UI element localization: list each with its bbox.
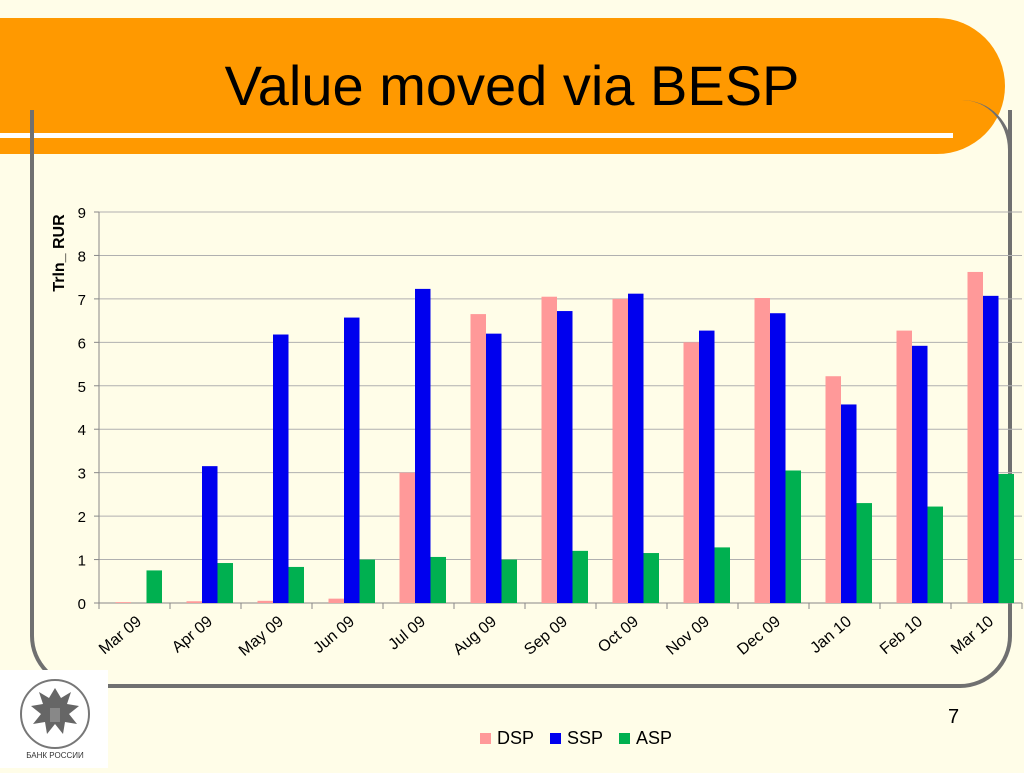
chart-frame-corner: [956, 100, 1012, 220]
x-tick-label: Jul 09: [385, 613, 429, 654]
bar-ssp: [770, 313, 786, 603]
bar-ssp: [344, 317, 360, 603]
bar-asp: [785, 470, 801, 603]
y-tick-label: 3: [78, 466, 86, 483]
bar-asp: [643, 553, 659, 603]
bar-asp: [501, 559, 517, 603]
y-axis-label: Trln_ RUR: [51, 214, 68, 292]
bar-dsp: [754, 298, 770, 603]
y-tick-label: 4: [78, 422, 86, 439]
bar-dsp: [825, 376, 841, 603]
logo-text: БАНК РОССИИ: [26, 751, 84, 760]
chart-frame: [30, 110, 1012, 688]
bar-asp: [359, 559, 375, 603]
x-tick-label: Mar 09: [96, 613, 145, 658]
bar-ssp: [415, 288, 431, 603]
bar-dsp: [683, 342, 699, 603]
bar-dsp: [612, 298, 628, 603]
bar-dsp: [257, 600, 273, 603]
y-tick-label: 0: [78, 596, 86, 613]
y-tick-label: 6: [78, 335, 86, 352]
bar-ssp: [983, 295, 999, 603]
legend-swatch-ssp: [550, 733, 562, 744]
bar-ssp: [202, 466, 218, 603]
x-tick-label: Apr 09: [169, 613, 216, 656]
bar-ssp: [557, 311, 573, 603]
x-tick-label: Mar 10: [948, 613, 997, 658]
x-tick-label: Nov 09: [663, 613, 713, 659]
title-band: [0, 18, 1005, 154]
legend-swatch-dsp: [480, 733, 491, 744]
bar-ssp: [273, 334, 289, 603]
y-tick-label: 1: [78, 553, 86, 570]
y-tick-label: 2: [78, 509, 86, 526]
bar-ssp: [486, 333, 502, 603]
bar-asp: [217, 563, 233, 603]
bar-dsp: [470, 314, 486, 603]
legend-swatch-asp: [619, 733, 631, 744]
x-tick-label: Sep 09: [521, 613, 571, 659]
bar-asp: [572, 550, 588, 603]
bar-asp: [856, 503, 872, 603]
bar-asp: [998, 473, 1014, 603]
bar-ssp: [628, 293, 644, 603]
legend-label-asp: ASP: [636, 728, 673, 748]
chart-legend: DSP SSP ASP: [470, 728, 672, 749]
bar-asp: [927, 506, 943, 603]
legend-label-ssp: SSP: [567, 728, 604, 748]
y-tick-label: 9: [78, 205, 86, 222]
slide-title: Value moved via BESP: [224, 54, 800, 117]
bank-logo: БАНК РОССИИ: [0, 670, 108, 768]
bar-dsp: [896, 330, 912, 603]
bar-dsp: [541, 296, 557, 603]
y-tick-label: 8: [78, 248, 86, 265]
x-tick-label: Feb 10: [877, 613, 926, 658]
bar-asp: [146, 570, 162, 603]
bar-dsp: [967, 271, 983, 603]
bar-ssp: [699, 330, 715, 603]
x-tick-label: Dec 09: [734, 613, 784, 659]
bar-dsp: [186, 601, 202, 603]
page-number: 7: [948, 706, 960, 728]
y-tick-label: 7: [78, 292, 86, 309]
x-tick-label: Jun 09: [310, 613, 358, 657]
y-tick-label: 5: [78, 379, 86, 396]
x-tick-label: Aug 09: [450, 613, 500, 659]
bar-asp: [288, 566, 304, 603]
bar-dsp: [115, 602, 131, 603]
bar-ssp: [912, 345, 928, 603]
bar-ssp: [841, 404, 857, 603]
bar-asp: [430, 556, 446, 603]
legend-label-dsp: DSP: [497, 728, 535, 748]
bar-dsp: [328, 598, 344, 603]
x-tick-label: Jan 10: [807, 613, 855, 657]
bar-asp: [714, 547, 730, 603]
bar-dsp: [399, 472, 415, 603]
x-tick-label: May 09: [236, 613, 287, 660]
title-rule: [0, 133, 953, 138]
x-tick-label: Oct 09: [595, 613, 642, 656]
